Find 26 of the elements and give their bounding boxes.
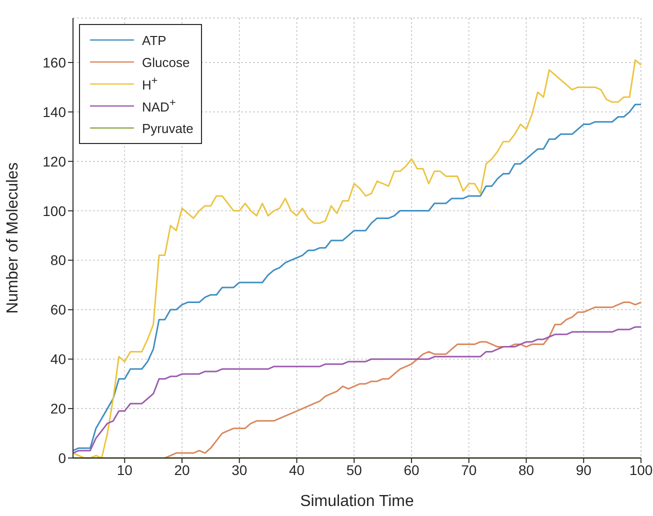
x-tick-label: 90 <box>576 462 592 478</box>
y-tick-label: 120 <box>42 153 66 170</box>
y-tick-label: 20 <box>50 400 66 417</box>
x-tick-label: 10 <box>116 462 133 478</box>
x-tick-label: 80 <box>518 462 534 478</box>
x-tick-label: 100 <box>629 462 653 478</box>
y-tick-label: 40 <box>50 351 66 368</box>
y-tick-label: 100 <box>42 202 66 219</box>
y-tick-label: 160 <box>42 54 66 70</box>
y-tick-label: 60 <box>50 302 66 318</box>
legend-label: Glucose <box>142 54 190 70</box>
y-tick-label: 80 <box>50 252 66 268</box>
y-axis-title: Number of Molecules <box>4 162 22 314</box>
y-tick-label: 0 <box>58 450 66 466</box>
x-tick-label: 40 <box>288 462 305 478</box>
x-axis-title: Simulation Time <box>300 493 414 510</box>
x-tick-label: 30 <box>232 462 248 478</box>
legend-label: Pyruvate <box>142 120 194 136</box>
x-tick-label: 50 <box>346 462 362 478</box>
y-tick-label: 140 <box>42 104 66 120</box>
x-tick-label: 70 <box>461 462 477 478</box>
legend-label: NAD$^{+}$ <box>142 97 176 115</box>
legend-label: H$^{+}$ <box>142 75 158 93</box>
x-tick-label: 20 <box>174 462 190 478</box>
x-tick-label: 60 <box>404 462 420 478</box>
legend-label: ATP <box>142 32 166 48</box>
